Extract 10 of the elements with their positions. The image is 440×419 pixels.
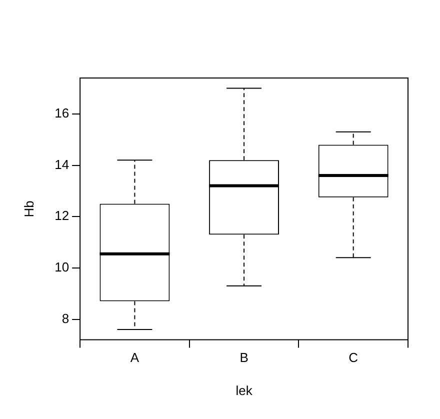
y-tick-label: 12 xyxy=(54,208,70,224)
x-tick-label: C xyxy=(348,350,358,366)
y-tick-label: 16 xyxy=(54,106,70,121)
x-tick-label: B xyxy=(240,350,248,366)
x-tick-label: A xyxy=(130,350,140,366)
x-axis-title: lek xyxy=(236,382,253,398)
y-axis-title: Hb xyxy=(21,200,36,218)
y-tick-label: 14 xyxy=(54,156,70,172)
y-tick-label: 8 xyxy=(62,310,70,326)
y-tick-label: 10 xyxy=(54,260,70,275)
